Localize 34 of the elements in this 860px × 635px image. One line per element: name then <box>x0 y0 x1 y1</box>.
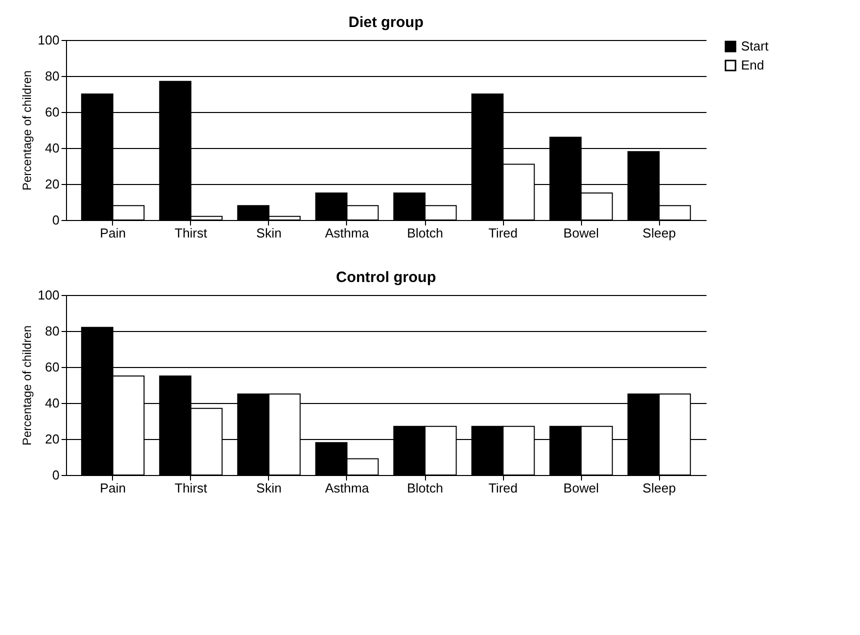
y-tick-label: 0 <box>52 212 60 228</box>
y-tick-label: 0 <box>52 468 60 482</box>
y-axis-title: Percentage of children <box>20 70 34 191</box>
x-tick-label: Sleep <box>642 480 676 496</box>
x-tick-label: Asthma <box>324 226 370 240</box>
chart-title: Control group <box>336 269 436 286</box>
x-tick-label: Blotch <box>406 226 444 240</box>
y-tick-label: 20 <box>45 176 60 192</box>
y-axis-title: Percentage of children <box>20 325 34 446</box>
x-tick-label: Skin <box>256 480 282 496</box>
x-tick-label: Bowel <box>563 226 599 240</box>
y-tick-label: 40 <box>45 140 60 156</box>
y-tick-label: 80 <box>45 68 60 84</box>
x-tick-label: Tired <box>488 480 518 496</box>
y-tick-label: 60 <box>45 360 60 374</box>
x-tick-label: Tired <box>488 226 518 240</box>
x-tick-label: Pain <box>100 226 126 240</box>
x-tick-label: Bowel <box>563 480 599 496</box>
chart-title: Diet group <box>348 14 424 31</box>
y-tick-label: 100 <box>38 32 60 48</box>
legend-label: Start <box>741 38 769 54</box>
x-tick-label: Skin <box>256 226 282 240</box>
x-tick-label: Thirst <box>174 480 208 496</box>
x-tick-label: Blotch <box>406 480 444 496</box>
x-tick-label: Pain <box>100 480 126 496</box>
x-tick-label: Sleep <box>642 226 676 240</box>
y-tick-label: 100 <box>38 288 60 302</box>
y-tick-label: 40 <box>45 396 60 410</box>
y-tick-label: 80 <box>45 324 60 338</box>
legend-label: End <box>741 58 764 72</box>
x-tick-label: Asthma <box>324 480 370 496</box>
y-tick-label: 60 <box>45 104 60 120</box>
y-tick-label: 20 <box>45 432 60 446</box>
x-tick-label: Thirst <box>174 226 208 240</box>
